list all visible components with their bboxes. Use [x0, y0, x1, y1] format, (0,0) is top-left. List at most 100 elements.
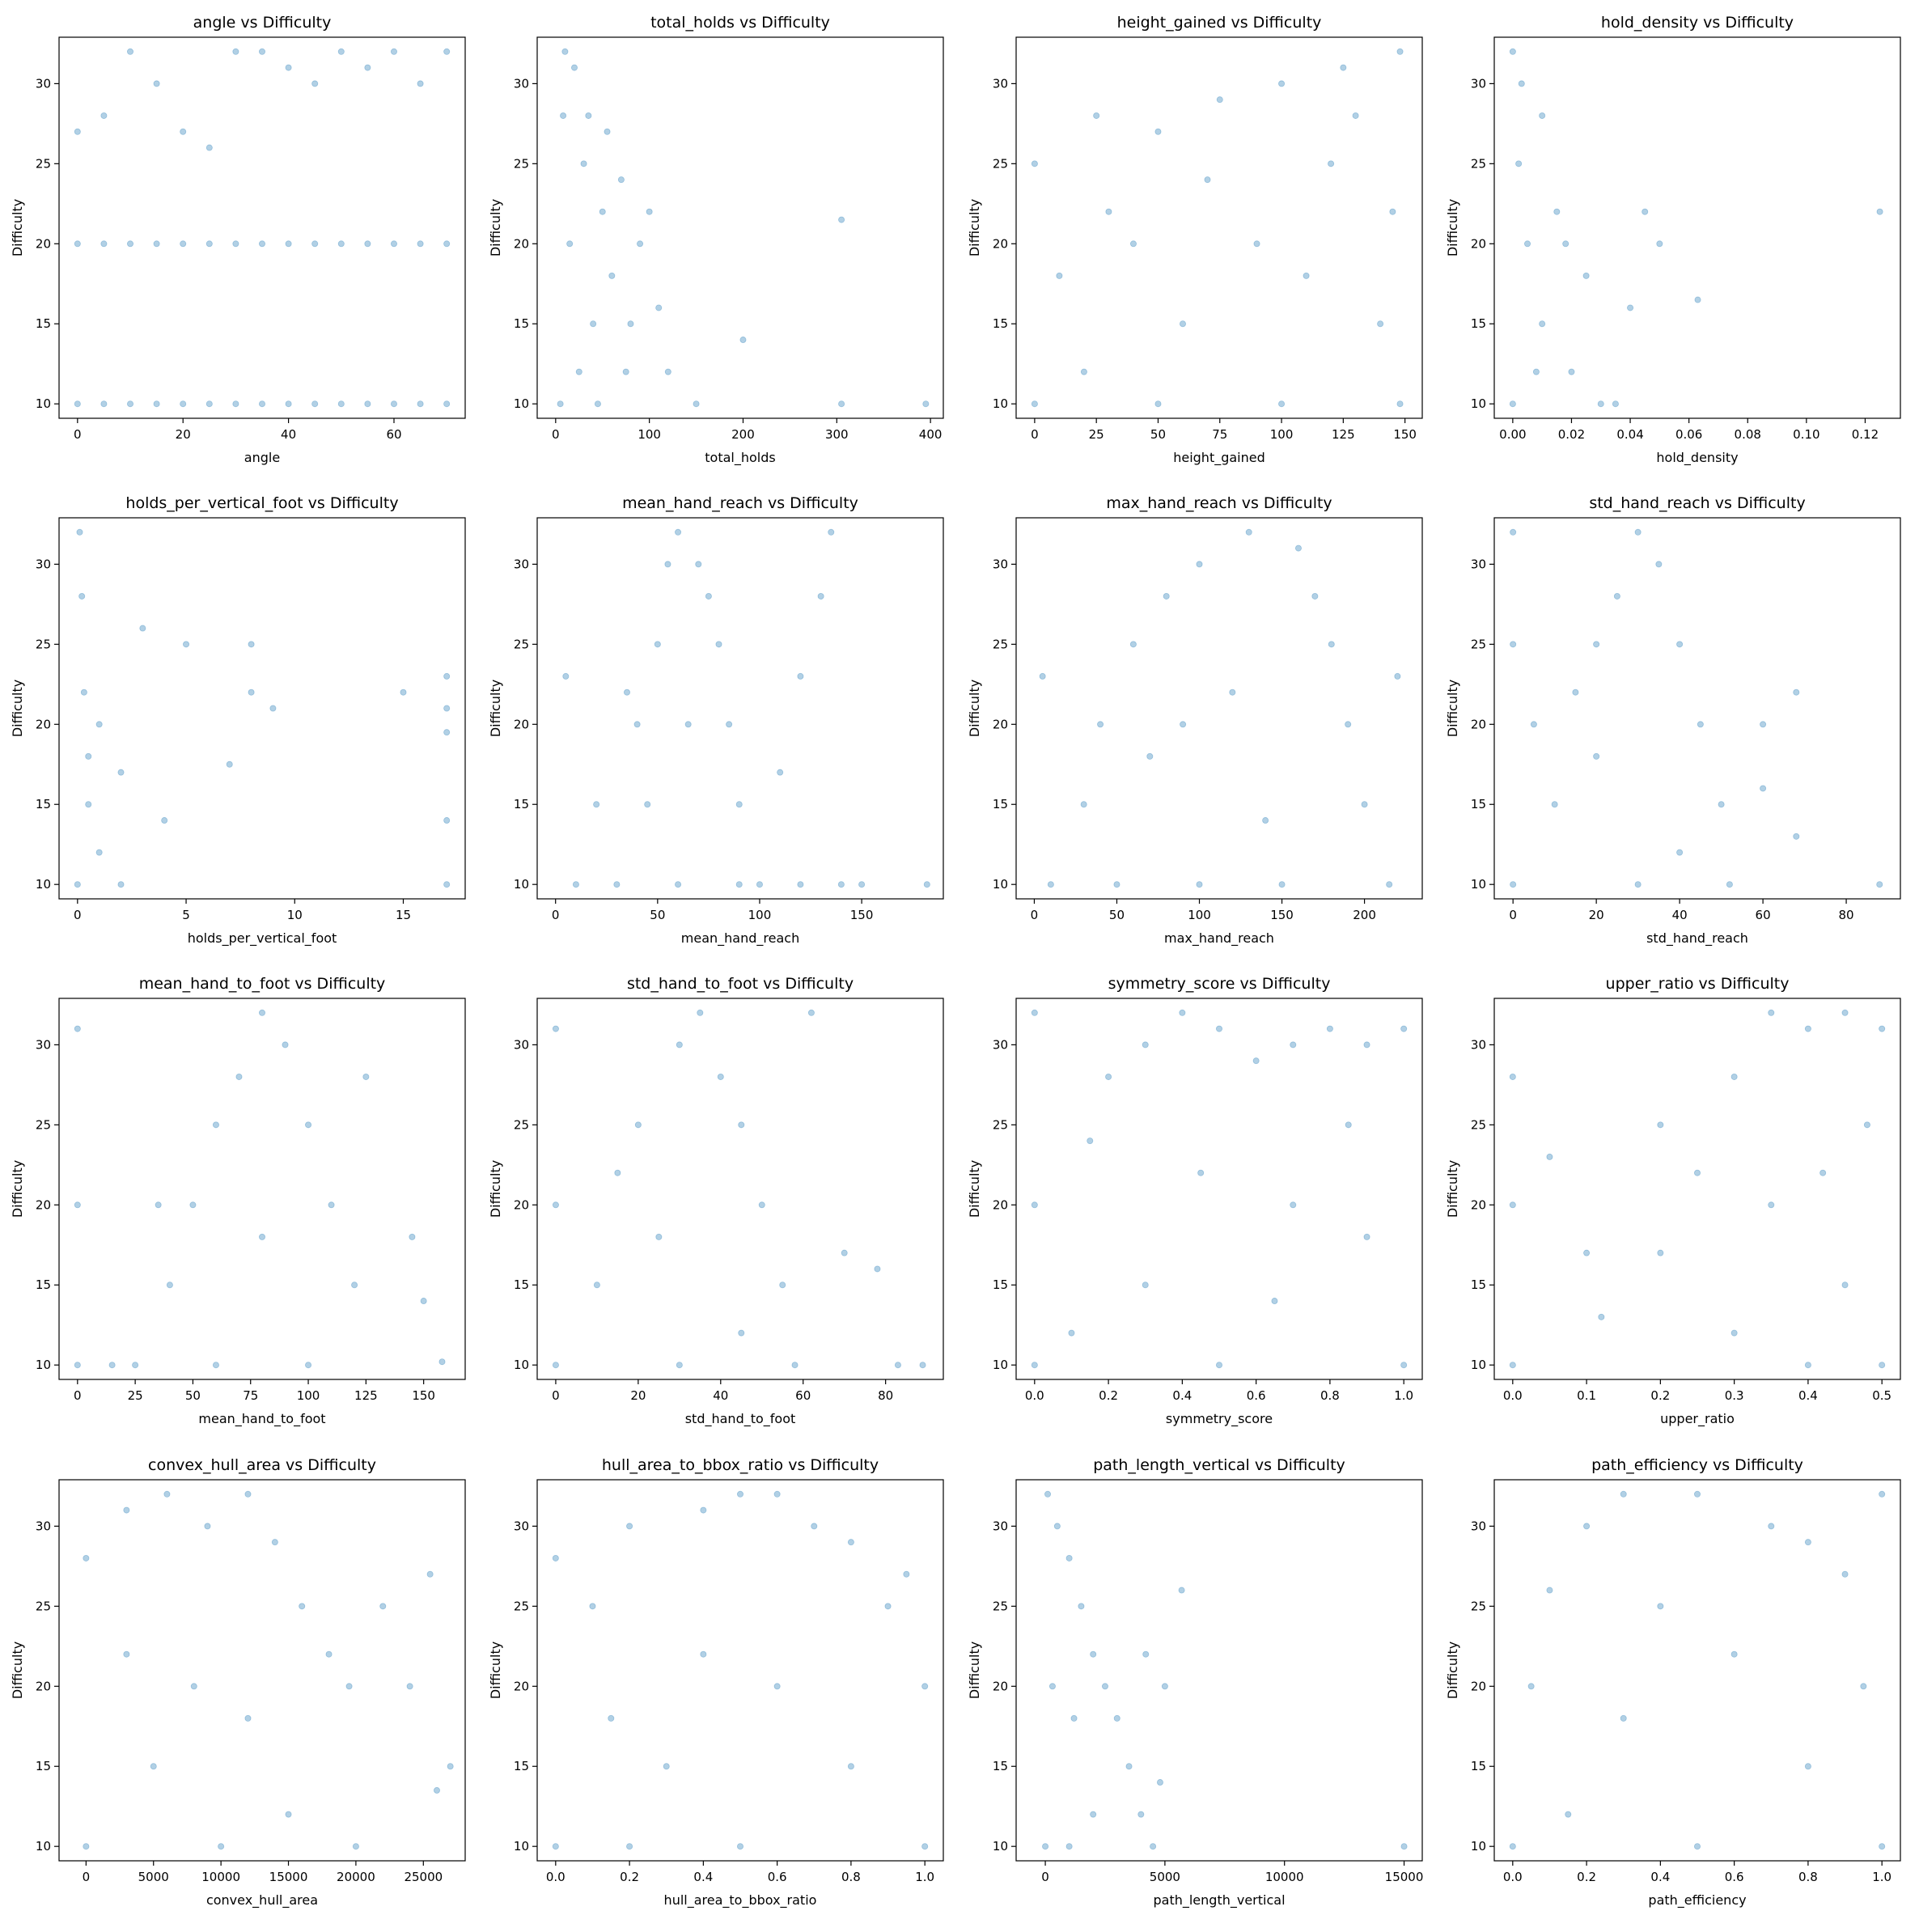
scatter-point [100, 400, 108, 408]
scatter-point [1804, 1362, 1811, 1369]
scatter-point [285, 1811, 292, 1818]
scatter-point [269, 705, 277, 712]
x-tick-label: 80 [1839, 908, 1854, 922]
scatter-point [921, 1843, 929, 1850]
x-tick-label: 0.4 [693, 1870, 713, 1884]
axes-frame [58, 998, 466, 1380]
x-tick-label: 0.2 [620, 1870, 639, 1884]
subplot-title: path_length_vertical vs Difficulty [1093, 1456, 1345, 1474]
scatter-point [552, 1025, 559, 1032]
scatter-point [108, 1362, 116, 1369]
scatter-point [1583, 1249, 1591, 1256]
scatter-point [664, 368, 671, 375]
scatter-point [232, 48, 239, 55]
y-axis-label: Difficulty [488, 680, 503, 737]
subplot: holds_per_vertical_foot vs Difficulty hol… [10, 494, 466, 947]
scatter-point [1804, 1763, 1811, 1770]
scatter-point [83, 1843, 90, 1850]
axes-frame [1493, 998, 1901, 1380]
scatter-point [1583, 1523, 1591, 1530]
scatter-point [204, 1523, 211, 1530]
subplot-title: holds_per_vertical_foot vs Difficulty [125, 494, 398, 512]
scatter-point [1105, 208, 1112, 215]
scatter-point [1509, 1843, 1516, 1850]
scatter-point [325, 1650, 333, 1658]
y-tick-label: 20 [993, 1679, 1008, 1693]
y-tick-label: 15 [36, 797, 51, 811]
scatter-point [663, 1763, 670, 1770]
scatter-point [1048, 1683, 1056, 1690]
x-axis-label: std_hand_reach [1646, 930, 1748, 947]
scatter-point [123, 1650, 130, 1658]
scatter-point [1532, 368, 1540, 375]
scatter-point [1328, 160, 1335, 167]
x-tick-label: 0.4 [1798, 1388, 1818, 1403]
y-axis-label: Difficulty [10, 1160, 25, 1218]
scatter-point [717, 1073, 724, 1080]
scatter-point [1860, 1683, 1867, 1690]
scatter-point [258, 240, 265, 248]
scatter-point [438, 1358, 446, 1366]
x-axis-label: std_hand_to_foot [685, 1411, 796, 1427]
y-tick-label: 20 [1471, 717, 1486, 731]
scatter-point [614, 1169, 621, 1176]
y-tick-label: 10 [514, 396, 529, 411]
scatter-point [400, 688, 407, 696]
x-axis-label: hull_area_to_bbox_ratio [664, 1892, 817, 1909]
scatter-point [1179, 320, 1186, 328]
scatter-point [1216, 1362, 1223, 1369]
scatter-point [1196, 561, 1203, 568]
scatter-point [561, 48, 569, 55]
x-tick-label: 0 [1031, 908, 1039, 922]
x-tick-label: 0.2 [1577, 1870, 1596, 1884]
x-tick-label: 0 [552, 1388, 560, 1403]
y-tick-label: 15 [514, 316, 529, 331]
scatter-point [1178, 1587, 1185, 1594]
x-tick-label: 0.4 [1172, 1388, 1192, 1403]
x-tick-label: 0.6 [768, 1870, 787, 1884]
x-tick-label: 400 [919, 427, 943, 442]
scatter-point [604, 128, 611, 135]
scatter-point [1509, 1073, 1516, 1080]
scatter-point [634, 1121, 642, 1129]
scatter-point [1551, 801, 1558, 808]
y-axis-label: Difficulty [10, 1642, 25, 1699]
scatter-point [1056, 272, 1063, 279]
scatter-point [1044, 1490, 1052, 1498]
scatter-point [139, 625, 146, 632]
scatter-point [811, 1523, 818, 1530]
scatter-point [566, 240, 574, 248]
scatter-point [364, 240, 371, 248]
subplot-title: max_hand_reach vs Difficulty [1106, 494, 1332, 512]
y-tick-label: 30 [1471, 1037, 1486, 1052]
scatter-point [552, 1362, 559, 1369]
x-tick-label: 1.0 [1872, 1870, 1891, 1884]
scatter-point [1216, 1025, 1223, 1032]
axes-frame [58, 36, 466, 419]
scatter-point [85, 801, 92, 808]
y-tick-label: 15 [514, 797, 529, 811]
scatter-point [127, 400, 134, 408]
scatter-point [189, 1201, 197, 1209]
scatter-point [590, 320, 597, 328]
y-tick-label: 25 [993, 637, 1008, 651]
scatter-point [1634, 881, 1642, 888]
subplot-title: hull_area_to_bbox_ratio vs Difficulty [602, 1456, 879, 1474]
scatter-point [1394, 672, 1401, 680]
scatter-point [676, 1362, 683, 1369]
y-tick-label: 25 [514, 637, 529, 651]
scatter-point [1657, 1603, 1664, 1610]
scatter-point [735, 801, 743, 808]
scatter-point [80, 688, 87, 696]
y-tick-label: 10 [36, 1358, 51, 1372]
subplot-title: height_gained vs Difficulty [1117, 14, 1322, 32]
scatter-point [352, 1843, 359, 1850]
x-tick-label: 0.8 [1798, 1870, 1818, 1884]
scatter-point [1105, 1073, 1112, 1080]
scatter-point [1804, 1539, 1811, 1546]
scatter-point [1389, 208, 1396, 215]
scatter-point [1510, 641, 1517, 648]
axes-frame [1493, 36, 1901, 419]
scatter-point [580, 160, 587, 167]
